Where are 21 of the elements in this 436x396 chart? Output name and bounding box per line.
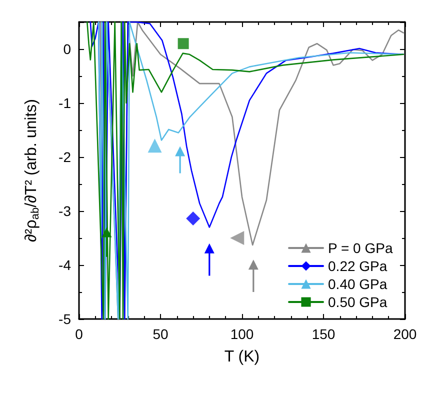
legend-label: P = 0 GPa [328, 240, 393, 256]
y-tick-label: -5 [58, 311, 72, 327]
legend-label: 0.22 GPa [328, 258, 388, 274]
y-tick-label: -4 [58, 257, 72, 273]
x-tick-label: 200 [393, 326, 417, 342]
point [178, 38, 189, 50]
x-tick-label: 100 [230, 326, 254, 342]
point [230, 231, 244, 245]
y-tick-label: -1 [58, 95, 72, 111]
legend-label: 0.50 GPa [328, 294, 388, 310]
x-tick-label: 0 [75, 326, 84, 342]
x-axis-title: T (K) [224, 348, 260, 366]
y-axis-title: ∂²ρab/∂T² (arb. units) [23, 99, 42, 242]
x-tick-label: 150 [312, 326, 336, 342]
y-tick-label: -2 [58, 149, 72, 165]
y-tick-label: -3 [58, 203, 72, 219]
legend-label: 0.40 GPa [328, 276, 388, 292]
point [148, 138, 162, 153]
point [186, 212, 200, 226]
x-tick-label: 50 [152, 326, 168, 342]
y-tick-label: 0 [63, 41, 72, 57]
